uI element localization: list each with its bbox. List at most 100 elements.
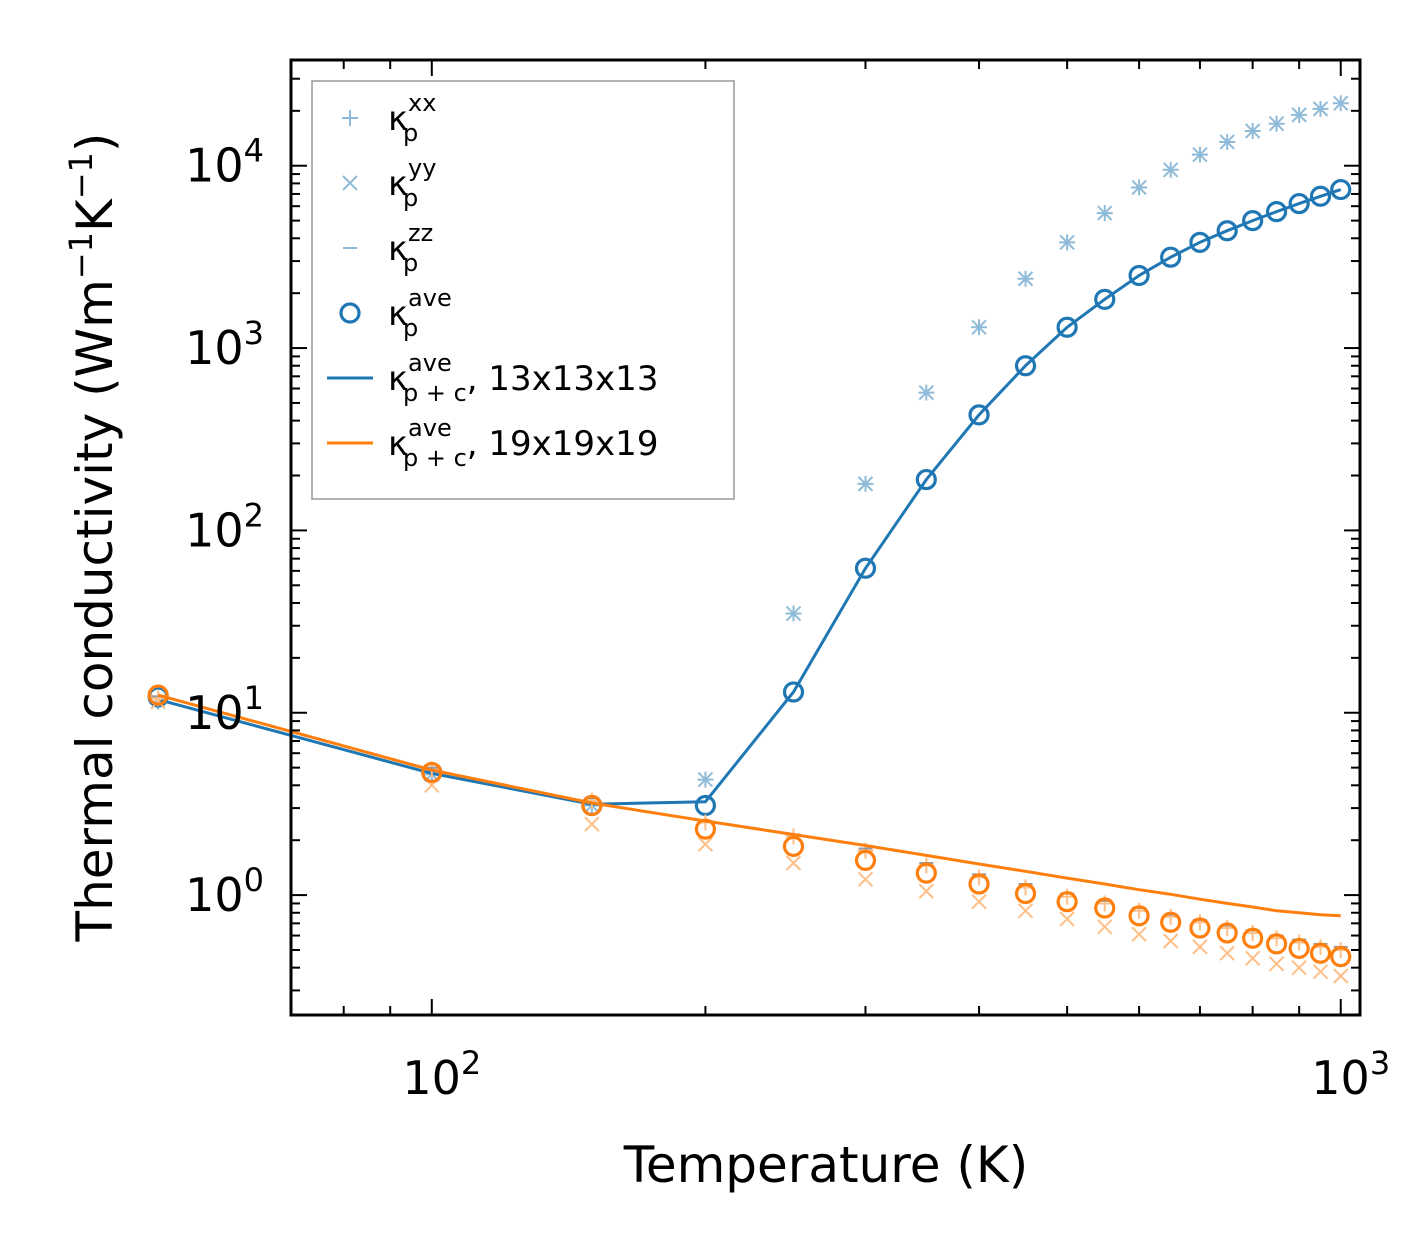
legend-entry: κave p	[339, 284, 452, 342]
data-point	[1219, 134, 1235, 150]
data-point	[785, 855, 802, 871]
data-point	[1330, 178, 1352, 201]
data-point	[854, 557, 877, 579]
y-tick-label: 100	[185, 861, 264, 922]
legend-label: κave p	[388, 284, 452, 342]
data-point	[971, 319, 987, 335]
legend-label: κyy p	[388, 154, 436, 212]
data-point	[1160, 911, 1182, 933]
data-point	[1244, 123, 1261, 139]
data-point	[1244, 950, 1261, 967]
data-point	[1312, 101, 1329, 117]
data-point	[915, 862, 937, 884]
legend: κxx p κyy p κzz p κave p κave p + c, 13x13x13 κave…	[311, 80, 735, 500]
y-tick-label: 102	[185, 496, 264, 557]
data-point	[1014, 355, 1037, 377]
legend-marker	[342, 110, 358, 126]
data-point	[1291, 959, 1307, 976]
data-point	[1189, 231, 1211, 253]
legend-entry: κave p + c, 13x13x13	[327, 349, 658, 407]
legend-marker	[339, 302, 361, 324]
series-line	[157, 188, 1342, 806]
data-point	[1288, 192, 1310, 215]
data-point	[785, 605, 802, 622]
data-point	[854, 849, 877, 871]
data-point	[1097, 919, 1113, 935]
data-point	[918, 384, 935, 401]
data-point	[1268, 956, 1285, 972]
data-point	[1162, 162, 1179, 178]
data-point	[1128, 264, 1150, 287]
legend-label: κxx p	[388, 89, 436, 147]
data-point	[1333, 968, 1349, 984]
data-point	[1219, 945, 1235, 961]
tick-layer	[290, 60, 1360, 1015]
x-tick-label: 103	[1311, 1044, 1390, 1105]
data-point	[1309, 185, 1332, 207]
data-point	[1059, 234, 1075, 251]
data-point	[915, 468, 937, 491]
data-point	[968, 873, 990, 895]
data-point	[1242, 927, 1264, 949]
data-point	[697, 771, 714, 788]
y-tick-label: 103	[185, 314, 264, 375]
data-point	[1056, 316, 1078, 338]
x-axis-title: Temperature (K)	[623, 1136, 1028, 1194]
data-point	[1192, 939, 1208, 955]
data-point	[782, 835, 805, 857]
y-tick-label: 101	[185, 679, 264, 740]
data-point	[857, 476, 874, 492]
legend-label: κave p + c, 19x19x19	[388, 414, 658, 472]
legend-box	[311, 80, 735, 500]
legend-entry: κave p + c, 19x19x19	[327, 414, 658, 472]
data-point	[1189, 917, 1211, 939]
data-point	[1333, 95, 1349, 111]
data-point	[1162, 933, 1179, 949]
legend-marker	[342, 175, 358, 191]
series-6	[151, 695, 1348, 948]
data-point	[1192, 146, 1208, 163]
data-point	[1288, 937, 1310, 960]
data-point	[857, 871, 874, 888]
legend-label: κave p + c, 13x13x13	[388, 349, 658, 407]
data-point	[697, 836, 714, 852]
data-point	[1268, 115, 1285, 132]
data-point	[584, 816, 600, 832]
data-point	[1131, 926, 1147, 942]
data-point	[1017, 271, 1034, 287]
data-point	[1128, 905, 1150, 927]
data-point	[1242, 210, 1264, 232]
data-point	[1056, 891, 1078, 913]
data-point	[1265, 933, 1288, 955]
data-point	[1014, 882, 1037, 905]
series-5	[150, 693, 1349, 984]
x-tick-label: 102	[402, 1044, 481, 1105]
data-point	[1330, 945, 1352, 968]
data-point	[918, 883, 935, 899]
data-point	[1160, 246, 1182, 268]
data-point	[968, 404, 990, 426]
data-point	[1291, 107, 1307, 123]
series-line	[157, 693, 1341, 918]
y-tick-label: 104	[185, 132, 264, 193]
data-point	[971, 893, 987, 910]
series-4	[150, 690, 1349, 958]
data-point	[1216, 922, 1238, 944]
data-point	[1059, 911, 1075, 927]
legend-entry: κyy p	[342, 154, 436, 212]
data-point	[1309, 942, 1332, 964]
data-point	[694, 794, 717, 817]
series-7	[147, 684, 1352, 968]
data-point	[782, 681, 805, 703]
data-point	[1312, 964, 1329, 980]
series-layer	[147, 95, 1352, 984]
legend-entry: κzz p	[343, 219, 433, 277]
y-axis-title: Thermal conductivity (Wm−1K−1)	[62, 133, 124, 943]
data-point	[1017, 903, 1034, 919]
data-point	[147, 684, 169, 706]
data-point	[1097, 205, 1113, 221]
data-point	[1216, 220, 1238, 242]
plot-frame	[289, 58, 1362, 1017]
legend-label: κzz p	[388, 219, 433, 277]
